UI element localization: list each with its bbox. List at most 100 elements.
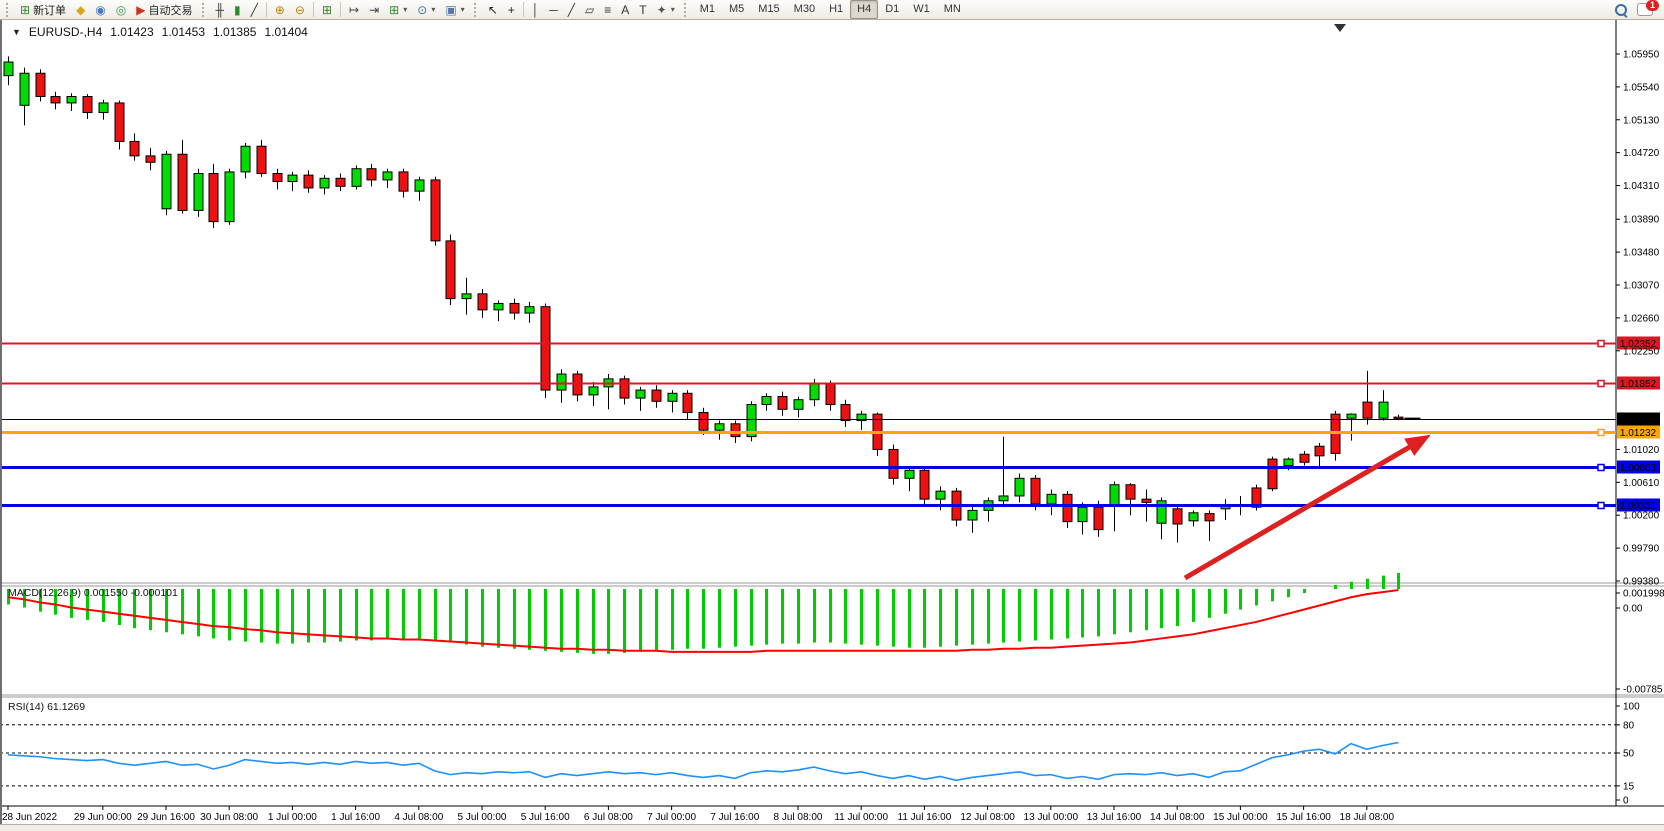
arrows-button[interactable]: ✦ ▾ [652,0,680,20]
candle-bullish [224,171,235,223]
candle-bullish [904,469,915,479]
timeframe-button-m30[interactable]: M30 [793,3,816,15]
candlestick-icon: ▮ [234,2,241,17]
rsi-panel: 100 80 50 15 0 [0,702,1640,807]
text-button[interactable]: A [616,0,634,20]
market-radar-button[interactable]: ◎ [111,0,131,20]
candle-bullish [714,423,725,431]
price-axis-label: 1.00200 [1623,511,1660,522]
bar-chart-button[interactable]: ╫ [211,0,230,20]
toolbar-drag-handle[interactable] [201,2,207,17]
symbol-period-label: EURUSD-,H4 [28,25,103,39]
tile-windows-button[interactable]: ⊞ [317,0,337,20]
window-bottom-strip [0,824,1664,831]
hline-anchor[interactable] [1597,339,1605,348]
candles-layer [3,56,1404,543]
timeframe-button-h4[interactable]: H4 [850,0,879,19]
zoom-in-button[interactable]: ⊕ [270,0,290,20]
ohlc-high: 1.01453 [161,25,206,39]
price-badge [1617,425,1660,439]
candle-bearish [35,72,46,98]
vertical-line-icon: │ [531,2,540,17]
time-axis[interactable]: 28 Jun 2022 29 Jun 00:00 29 Jun 16:00 30 Ju… [2,806,1394,823]
new-order-button[interactable]: ⊞ 新订单 [15,0,71,20]
rsi-axis-label: 0 [1623,796,1629,807]
collapse-one-click-trading-icon[interactable]: ▼ [12,27,21,37]
price-badge [1617,376,1660,390]
candle-bearish [1251,487,1262,508]
candle-bullish [3,61,14,77]
timeframe-button-m15[interactable]: M15 [758,3,780,15]
profile-button[interactable]: ◉ [90,0,110,20]
timeframe-button-m5[interactable]: M5 [728,3,745,15]
chevron-down-icon: ▾ [431,5,436,14]
candle-bullish [414,179,425,192]
candle-bearish [840,404,851,422]
candle-bullish [998,495,1009,502]
trend-arrow-annotation[interactable] [1183,434,1431,581]
line-chart-button[interactable]: ╱ [246,0,263,20]
candle-bearish [1030,477,1041,505]
candlestick-chart-button[interactable]: ▮ [229,0,246,20]
candle-bullish [461,293,472,300]
templates-button[interactable]: ▣ ▾ [440,0,469,20]
indicators-button[interactable]: ⊞ ▾ [384,0,412,20]
zoom-out-button[interactable]: ⊖ [290,0,310,20]
candle-bearish [272,173,283,183]
horizontal-line-icon: ─ [549,2,558,17]
toolbar-drag-handle[interactable] [683,2,689,17]
candle-bearish [1141,498,1152,503]
candle-bullish [524,306,535,314]
search-button[interactable] [1610,0,1632,20]
candle-bearish [129,140,140,157]
timeframe-button-m1[interactable]: M1 [699,3,715,15]
toolbar-separator [265,2,267,17]
search-icon [1615,3,1628,18]
fibonacci-button[interactable]: ≡ [599,0,616,20]
trendline-icon: ╱ [567,2,576,17]
timeframe-button-d1[interactable]: D1 [885,3,900,15]
chart-shift-button[interactable]: ⇥ [364,0,384,20]
channel-button[interactable]: ▱ [580,0,599,20]
time-axis-label: 5 Jul 16:00 [521,812,570,823]
hline-anchor[interactable] [1597,428,1605,437]
chart-shift-marker[interactable] [1334,24,1346,32]
chart-history-button[interactable]: ◆ [71,0,90,20]
timeframe-button-mn[interactable]: MN [943,3,961,15]
candle-bearish [1393,416,1404,420]
price-chart[interactable]: 1.02352 1.01852 1.01404 1.01232 1.00803 1.003… [0,20,1664,831]
time-axis-label: 28 Jun 2022 [2,812,57,823]
hline-anchor[interactable] [1597,501,1605,510]
time-axis-label: 7 Jul 00:00 [647,812,696,823]
candle-bullish [1014,477,1025,497]
candle-bearish [256,145,267,175]
price-badge-label: 1.01852 [1620,379,1657,390]
text-icon: A [621,2,630,17]
hline-anchor[interactable] [1597,379,1605,388]
vline-button[interactable]: │ [527,0,545,20]
periods-button[interactable]: ⊙ ▾ [412,0,440,20]
candle-bullish [66,96,77,104]
timeframe-button-w1[interactable]: W1 [913,3,930,15]
chevron-down-icon: ▾ [670,5,675,14]
time-axis-label: 29 Jun 00:00 [74,812,132,823]
price-badge-label: 1.02352 [1620,339,1657,350]
timeframe-button-h1[interactable]: H1 [829,3,844,15]
auto-trading-button[interactable]: ▶ 自动交易 [131,0,197,20]
toolbar-drag-handle[interactable] [6,2,11,17]
macd-axis-label: 0.001998 [1623,589,1664,600]
candle-bearish [366,168,377,181]
candle-bullish [856,413,867,422]
hline-button[interactable]: ─ [544,0,563,20]
price-badge [1617,460,1660,474]
label-button[interactable]: T [634,0,651,20]
hline-anchor[interactable] [1597,463,1605,472]
trendline-button[interactable]: ╱ [563,0,580,20]
tile-windows-icon: ⊞ [321,2,333,17]
auto-scroll-button[interactable]: ↦ [344,0,364,20]
cursor-button[interactable]: ↖ [483,0,503,20]
toolbar-drag-handle[interactable] [473,2,479,17]
crosshair-button[interactable]: + [503,0,520,20]
chat-button[interactable]: 1 [1632,0,1664,20]
ohlc-open: 1.01423 [110,25,154,39]
